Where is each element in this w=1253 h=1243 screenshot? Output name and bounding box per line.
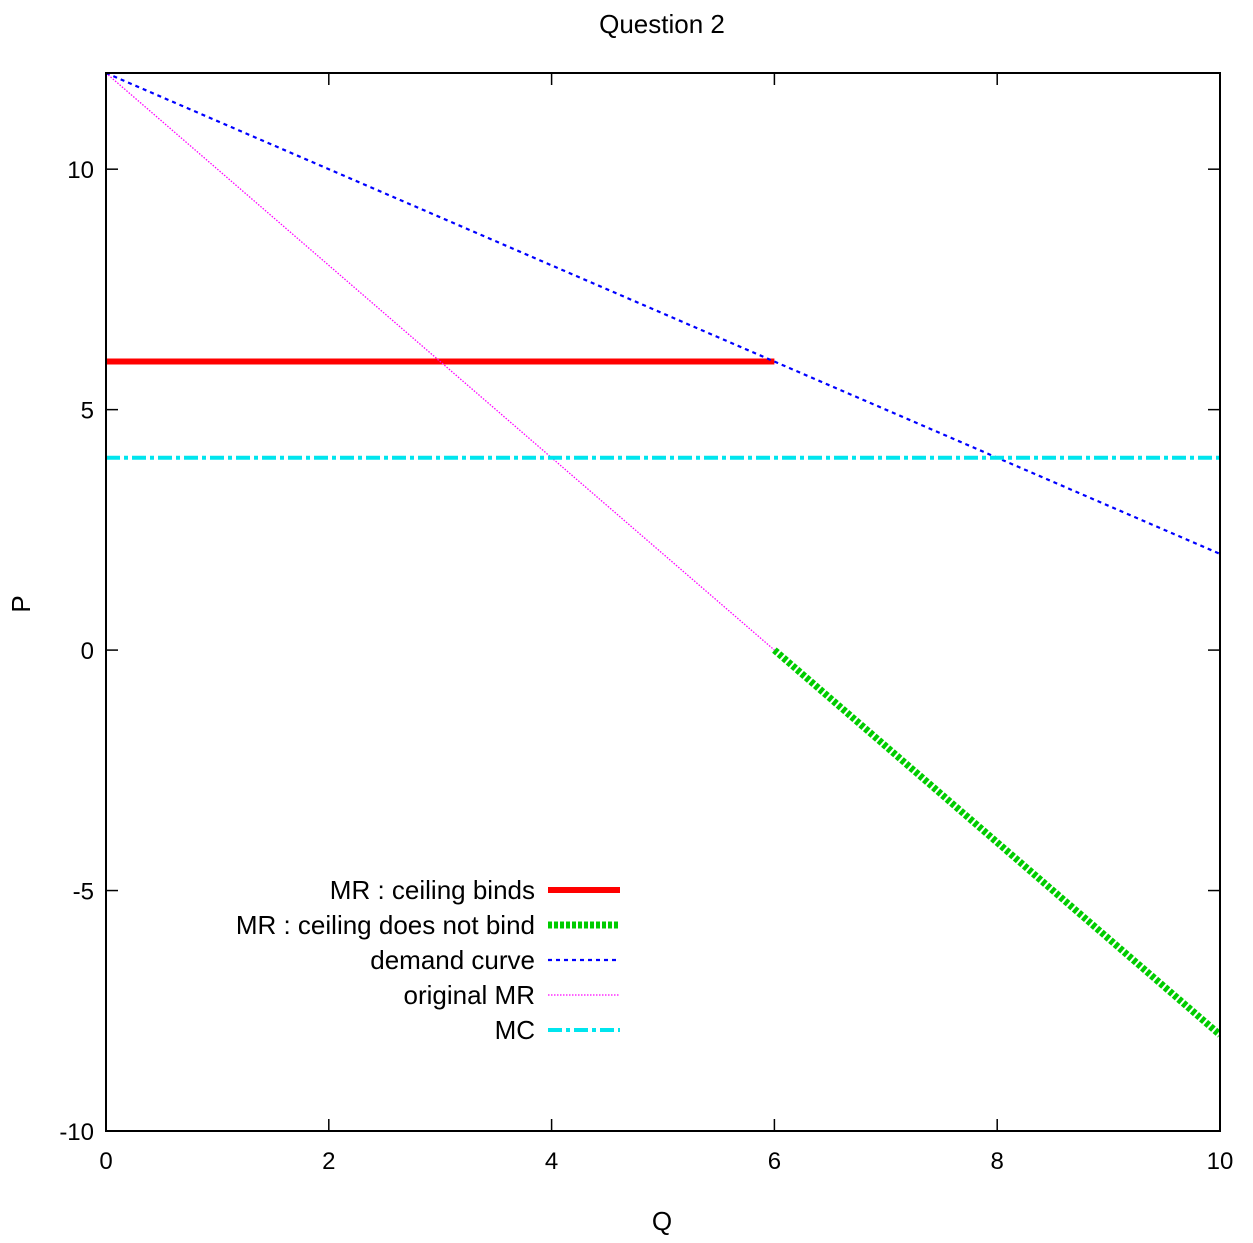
x-tick-label: 4 [545,1148,558,1175]
series-line-2 [106,73,1220,555]
legend-item: MR : ceiling does not bind [236,910,620,940]
x-tick-label: 0 [99,1148,112,1175]
x-tick-label: 6 [768,1148,781,1175]
chart-title: Question 2 [599,9,725,39]
legend-item: MC [495,1015,620,1045]
x-tick-label: 10 [1207,1148,1234,1175]
legend-label: demand curve [370,945,535,975]
legend-label: original MR [404,980,536,1010]
legend-label: MR : ceiling binds [330,875,535,905]
y-tick-label: -10 [59,1119,94,1146]
legend-item: demand curve [370,945,620,975]
series-line-3 [106,73,775,651]
legend-label: MC [495,1015,535,1045]
x-axis-title: Q [652,1206,672,1236]
y-tick-label: -5 [73,879,94,906]
y-tick-label: 0 [81,638,94,665]
y-axis-title: P [6,595,36,612]
plot-area: 0 2 4 6 8 10 -10 -5 0 5 10 [59,72,1234,1175]
legend-label: MR : ceiling does not bind [236,910,535,940]
y-tick-label: 10 [67,157,94,184]
x-tick-label: 2 [322,1148,335,1175]
plot-frame [105,72,1221,1132]
legend: MR : ceiling binds MR : ceiling does not … [236,875,620,1045]
x-tick-label: 8 [991,1148,1004,1175]
series-group [106,73,1220,1038]
y-tick-label: 5 [81,398,94,425]
legend-item: MR : ceiling binds [330,875,620,905]
series-line-1 [772,647,1220,1038]
legend-item: original MR [404,980,620,1010]
